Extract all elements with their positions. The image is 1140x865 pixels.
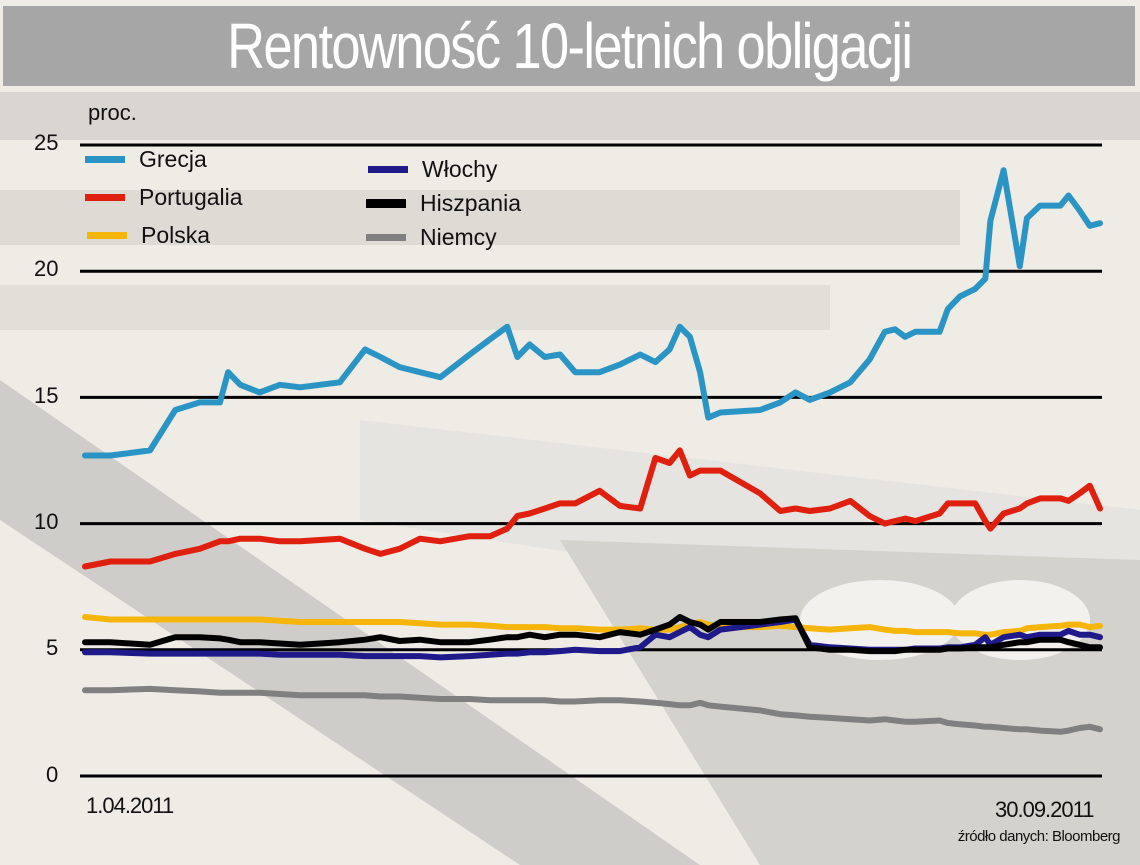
y-tick-20: 20 xyxy=(34,256,59,281)
y-axis-unit-label: proc. xyxy=(88,100,137,125)
legend-label: Włochy xyxy=(422,156,498,182)
series-line-włochy xyxy=(82,616,1103,661)
legend-label: Hiszpania xyxy=(420,190,521,216)
y-tick-25: 25 xyxy=(34,130,59,155)
legend-swatch-icon xyxy=(366,199,406,208)
chart-title-bar: Rentowność 10-letnich obligacji xyxy=(3,6,1135,86)
legend-swatch-icon xyxy=(85,156,125,163)
legend-item-hiszpania: Hiszpania xyxy=(366,190,521,217)
y-tick-15: 15 xyxy=(34,383,59,408)
series-line-hiszpania xyxy=(82,614,1103,655)
series-line-polska xyxy=(82,614,1103,638)
chart-title: Rentowność 10-letnich obligacji xyxy=(226,10,913,82)
series-line-niemcy xyxy=(82,685,1103,735)
legend-item-portugalia: Portugalia xyxy=(85,184,243,211)
series-line-portugalia xyxy=(82,447,1103,570)
legend-label: Niemcy xyxy=(420,224,497,250)
series-line-grecja xyxy=(82,167,1103,459)
source-note: źródło danych: Bloomberg xyxy=(957,828,1121,845)
legend-item-grecja: Grecja xyxy=(85,146,207,173)
y-tick-10: 10 xyxy=(34,509,59,534)
y-tick-5: 5 xyxy=(46,635,59,660)
legend-swatch-icon xyxy=(366,234,406,241)
legend-item-wlochy: Włochy xyxy=(368,156,497,183)
legend-swatch-icon xyxy=(87,232,127,239)
legend-swatch-icon xyxy=(368,166,408,173)
legend-label: Grecja xyxy=(139,146,207,172)
x-axis-start-label: 1.04.2011 xyxy=(86,793,174,818)
x-axis-end-label: 30.09.2011 xyxy=(995,797,1094,822)
legend-label: Portugalia xyxy=(139,184,243,210)
legend-item-niemcy: Niemcy xyxy=(366,224,497,251)
legend-item-polska: Polska xyxy=(87,222,210,249)
y-tick-0: 0 xyxy=(46,762,59,787)
legend-label: Polska xyxy=(141,222,211,248)
legend-swatch-icon xyxy=(85,194,125,201)
